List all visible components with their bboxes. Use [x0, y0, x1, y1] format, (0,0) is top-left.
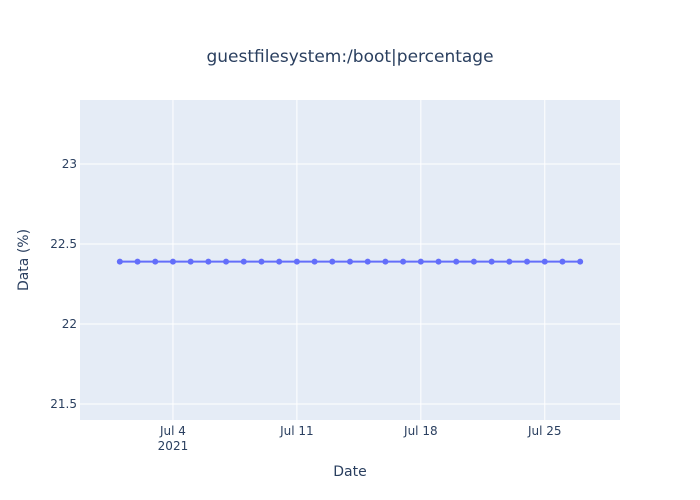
data-point[interactable] [347, 258, 353, 265]
x-tick-label: Jul 11 [279, 424, 314, 438]
y-tick-label: 21.5 [50, 397, 77, 411]
data-point[interactable] [258, 258, 265, 265]
data-point[interactable] [559, 258, 566, 265]
data-point[interactable] [541, 258, 548, 265]
x-tick-label: Jul 25 [527, 424, 562, 438]
data-point[interactable] [169, 258, 176, 265]
x-axis-title: Date [333, 464, 366, 480]
data-point[interactable] [134, 258, 141, 265]
data-point[interactable] [152, 258, 159, 265]
data-point[interactable] [488, 258, 495, 265]
data-point[interactable] [435, 258, 442, 265]
data-point[interactable] [329, 258, 336, 265]
y-tick-label: 22.5 [50, 237, 77, 251]
series-layer [116, 258, 584, 265]
data-point[interactable] [417, 258, 424, 265]
data-point[interactable] [470, 258, 477, 265]
y-tick-labels: 21.5 22 22.5 23 [50, 157, 77, 411]
chart-title: guestfilesystem:/boot|percentage [206, 47, 493, 67]
x-tick-sublabel: 2021 [158, 439, 189, 453]
data-point[interactable] [116, 258, 123, 265]
y-axis-title: Data (%) [16, 229, 32, 291]
y-tick-label: 22 [62, 317, 77, 331]
x-tick-label: Jul 4 [159, 424, 186, 438]
data-point[interactable] [223, 258, 230, 265]
data-point[interactable] [240, 258, 247, 265]
data-point[interactable] [364, 258, 371, 265]
x-tick-label: Jul 18 [403, 424, 438, 438]
data-point[interactable] [382, 258, 389, 265]
data-point[interactable] [293, 258, 300, 265]
data-point[interactable] [187, 258, 194, 265]
data-point[interactable] [400, 258, 407, 265]
y-tick-label: 23 [62, 157, 77, 171]
data-point[interactable] [524, 258, 531, 265]
data-point[interactable] [506, 258, 513, 265]
data-point[interactable] [205, 258, 212, 265]
data-point[interactable] [453, 258, 460, 265]
data-point[interactable] [577, 258, 584, 265]
data-point[interactable] [276, 258, 283, 265]
data-point[interactable] [311, 258, 318, 265]
